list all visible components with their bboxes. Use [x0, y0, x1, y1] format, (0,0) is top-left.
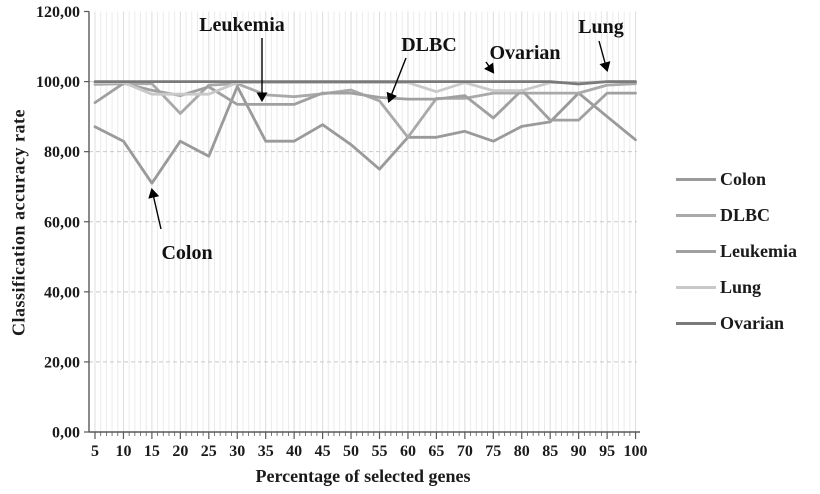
legend-item-leukemia: Leukemia — [676, 233, 797, 269]
legend-item-colon: Colon — [676, 161, 797, 197]
x-tick-label: 20 — [172, 443, 188, 460]
legend-swatch-colon — [676, 177, 716, 181]
x-tick-label: 35 — [258, 443, 274, 460]
y-tick-label: 80,00 — [44, 144, 80, 161]
x-tick-label: 15 — [144, 443, 160, 460]
x-tick-label: 100 — [624, 443, 648, 460]
axes — [84, 10, 640, 439]
legend-swatch-leukemia — [676, 249, 716, 253]
annotation-arrow-ovarian — [483, 61, 495, 74]
annotation-label-dlbc: DLBC — [401, 34, 457, 56]
legend-label-ovarian: Ovarian — [720, 312, 785, 333]
x-axis-title: Percentage of selected genes — [255, 466, 471, 486]
x-tick-label: 45 — [315, 443, 331, 460]
x-tick-label: 55 — [372, 443, 388, 460]
y-tick-label: 0,00 — [52, 425, 80, 442]
legend-label-leukemia: Leukemia — [720, 240, 798, 261]
legend-item-lung: Lung — [676, 269, 797, 305]
y-tick-label: 40,00 — [44, 284, 80, 301]
y-tick-label: 120,00 — [36, 4, 80, 21]
legend-swatch-dlbc — [676, 213, 716, 217]
x-tick-label: 40 — [286, 443, 302, 460]
annotation-label-colon: Colon — [161, 242, 212, 264]
legend-label-colon: Colon — [720, 168, 767, 189]
legend-item-ovarian: Ovarian — [676, 305, 797, 341]
x-tick-label: 75 — [485, 443, 501, 460]
series-line-dlbc — [93, 82, 637, 139]
x-tick-label: 65 — [428, 443, 444, 460]
x-tick-label: 50 — [343, 443, 359, 460]
series-line-ovarian — [93, 80, 637, 86]
annotation-arrow-dlbc — [386, 57, 407, 103]
y-tick-label: 60,00 — [44, 214, 80, 231]
x-tick-label: 10 — [115, 443, 131, 460]
x-tick-label: 95 — [599, 443, 615, 460]
x-tick-label: 25 — [201, 443, 217, 460]
annotation-label-leukemia: Leukemia — [199, 14, 285, 36]
legend-label-lung: Lung — [720, 276, 762, 297]
chart-legend: Colon DLBC Leukemia Lung Ovarian — [676, 161, 797, 341]
x-tick-label: 30 — [229, 443, 245, 460]
legend-swatch-lung — [676, 285, 716, 289]
x-tick-label: 60 — [400, 443, 416, 460]
y-axis-title: Classification accuracy rate — [8, 109, 29, 336]
x-tick-label: 5 — [91, 443, 99, 460]
y-tick-label: 20,00 — [44, 354, 80, 371]
x-tick-label: 90 — [571, 443, 587, 460]
legend-item-dlbc: DLBC — [676, 197, 797, 233]
annotation-arrow-lung — [598, 40, 611, 73]
x-tick-label: 70 — [457, 443, 473, 460]
legend-label-dlbc: DLBC — [720, 204, 771, 225]
tick-labels: 0,00 20,00 40,00 60,00 80,00 100,00 120,00 5 10 1… — [36, 4, 648, 460]
x-tick-label: 85 — [542, 443, 558, 460]
annotations: Leukemia DLBC Ovarian Lung Colon — [148, 14, 624, 264]
annotation-arrow-colon — [148, 187, 162, 230]
x-tick-label: 80 — [514, 443, 530, 460]
series-line-colon — [93, 85, 637, 185]
annotation-label-lung: Lung — [578, 16, 624, 38]
annotation-label-ovarian: Ovarian — [489, 42, 560, 64]
y-tick-label: 100,00 — [36, 74, 80, 91]
series-lines — [93, 80, 637, 185]
series-line-leukemia — [93, 81, 637, 122]
gridlines — [89, 11, 637, 432]
legend-swatch-ovarian — [676, 321, 716, 325]
